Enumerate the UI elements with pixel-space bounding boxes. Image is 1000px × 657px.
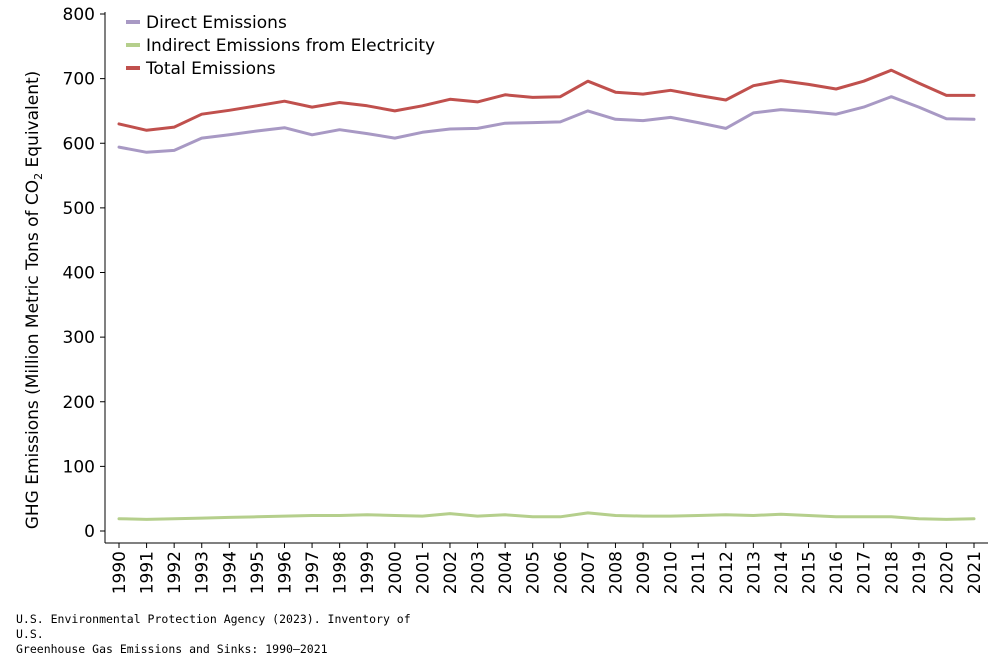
x-tick-label: 2016 <box>827 551 847 594</box>
x-tick-label: 2017 <box>855 551 875 594</box>
x-tick-label: 2009 <box>634 551 654 594</box>
x-tick-label: 2003 <box>469 551 489 594</box>
series-line-total-emissions <box>117 68 976 132</box>
x-tick-label: 1991 <box>138 551 158 594</box>
legend-label-direct-emissions: Direct Emissions <box>146 13 287 33</box>
x-tick-label: 2000 <box>386 551 406 594</box>
x-tick-label: 1994 <box>220 551 240 594</box>
x-tick-label: 2018 <box>882 551 902 594</box>
legend-label-indirect-emissions-from-electricity: Indirect Emissions from Electricity <box>146 36 435 56</box>
x-tick-label: 2012 <box>717 551 737 594</box>
x-tick-label: 1997 <box>303 551 323 594</box>
y-tick-label: 400 <box>63 264 95 284</box>
series-line-direct-emissions <box>117 95 976 154</box>
x-tick-label: 1990 <box>110 551 130 594</box>
source-note: U.S. Environmental Protection Agency (20… <box>16 612 436 657</box>
x-tick-label: 2014 <box>772 551 792 594</box>
x-tick-label: 2008 <box>606 551 626 594</box>
x-tick-label: 2001 <box>413 551 433 594</box>
x-axis-ticks: 1990 1991 1992 1993 1994 1995 1996 1997 1998 1999… <box>110 543 985 594</box>
y-tick-label: 100 <box>63 457 95 477</box>
legend-label-total-emissions: Total Emissions <box>145 59 276 79</box>
y-tick-label: 600 <box>63 134 95 154</box>
x-tick-label: 2015 <box>800 551 820 594</box>
y-tick-label: 200 <box>63 393 95 413</box>
source-line-1: U.S. Environmental Protection Agency (20… <box>16 612 411 641</box>
x-tick-label: 1993 <box>193 551 213 594</box>
x-tick-label: 1992 <box>165 551 185 594</box>
x-tick-label: 1995 <box>248 551 268 594</box>
x-tick-label: 2019 <box>910 551 930 594</box>
legend: Direct Emissions Indirect Emissions from … <box>126 13 435 79</box>
series-line-indirect-emissions-from-electricity <box>117 511 976 521</box>
x-tick-label: 2021 <box>965 551 985 594</box>
x-tick-label: 2006 <box>551 551 571 594</box>
y-tick-label: 500 <box>63 199 95 219</box>
series-lines <box>117 68 976 521</box>
x-tick-label: 1996 <box>275 551 295 594</box>
x-tick-label: 2007 <box>579 551 599 594</box>
y-tick-label: 300 <box>63 328 95 348</box>
x-tick-label: 2011 <box>689 551 709 594</box>
x-tick-label: 1999 <box>358 551 378 594</box>
y-tick-label: 0 <box>84 522 95 542</box>
y-tick-label: 700 <box>63 70 95 90</box>
x-tick-label: 2004 <box>496 551 516 594</box>
x-tick-label: 2002 <box>441 551 461 594</box>
x-tick-label: 1998 <box>331 551 351 594</box>
y-axis-ticks: 0 100 200 300 400 500 600 700 800 <box>63 5 105 542</box>
y-axis-title: GHG Emissions (Million Metric Tons of CO… <box>23 71 45 530</box>
x-tick-label: 2013 <box>744 551 764 594</box>
x-tick-label: 2010 <box>662 551 682 594</box>
x-tick-label: 2005 <box>524 551 544 594</box>
y-tick-label: 800 <box>63 5 95 25</box>
x-tick-label: 2020 <box>937 551 957 594</box>
